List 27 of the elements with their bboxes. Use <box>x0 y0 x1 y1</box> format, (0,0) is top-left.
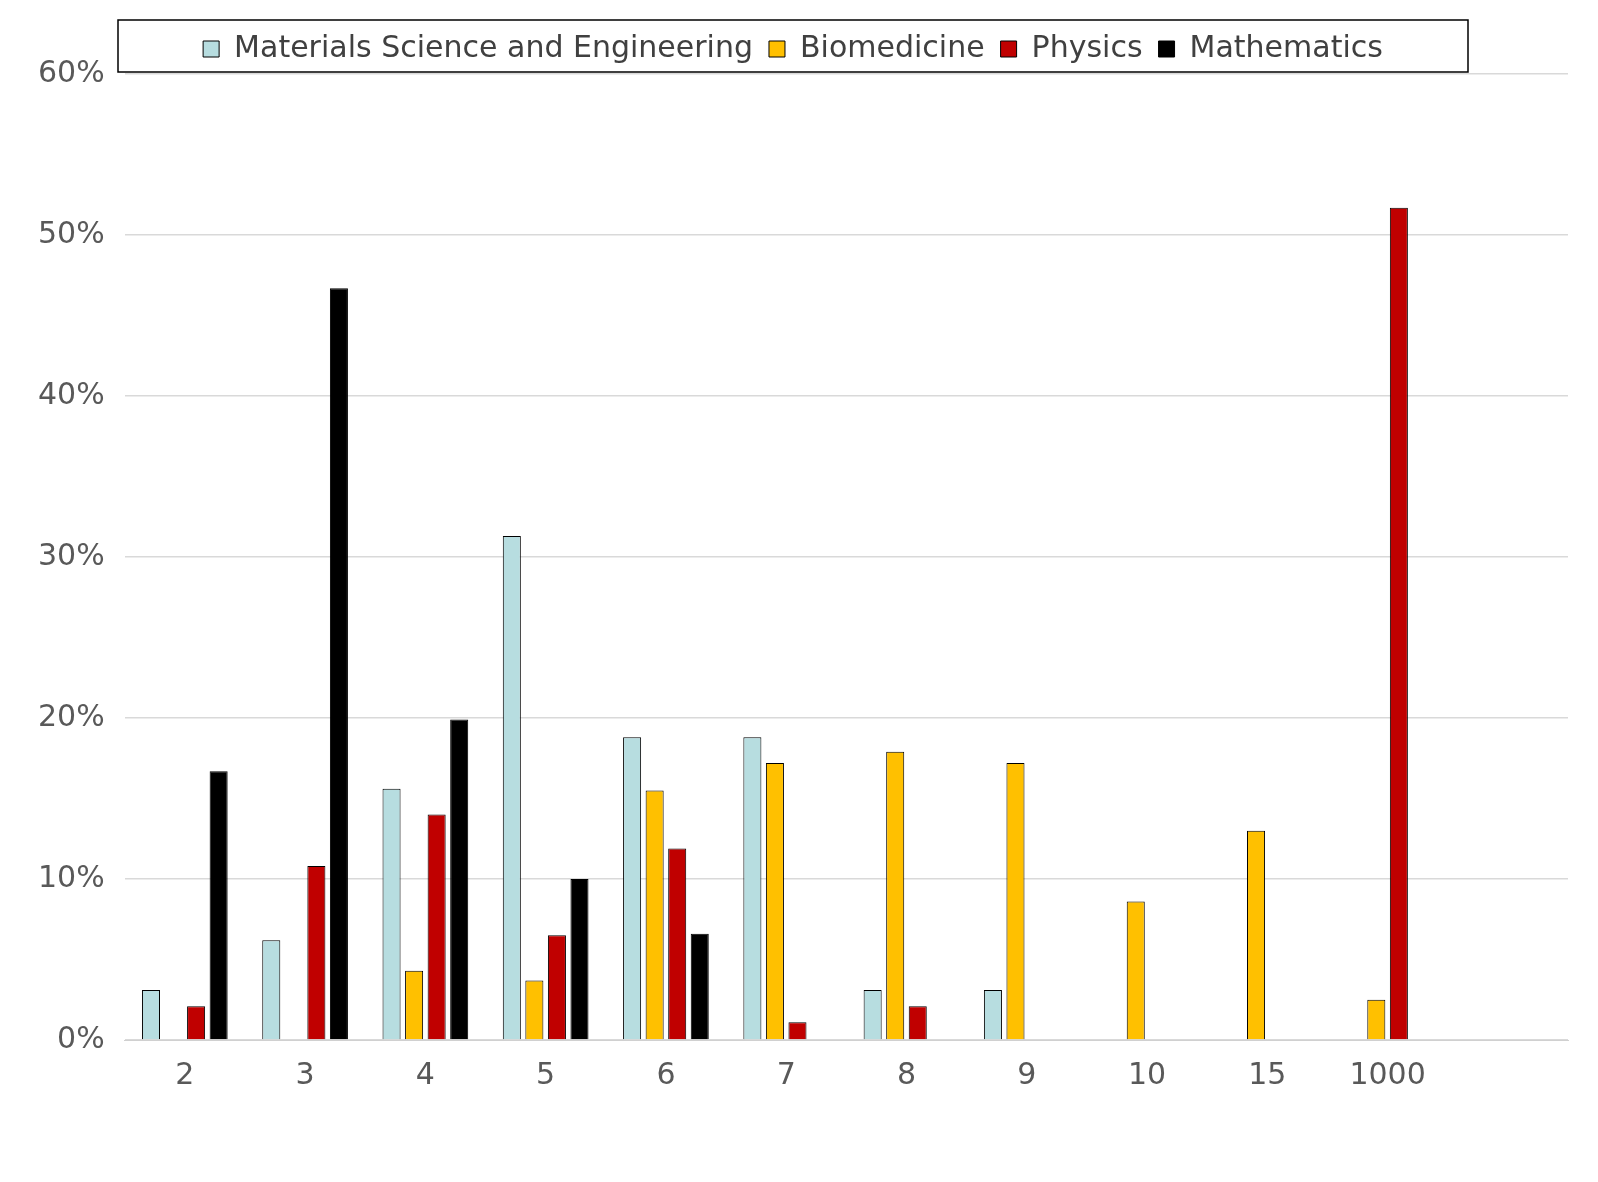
bar <box>690 933 709 1040</box>
x-tick-label: 8 <box>896 1055 917 1091</box>
x-tick-label: 15 <box>1248 1055 1287 1091</box>
y-tick-label: 10% <box>37 858 105 894</box>
y-tick-label: 60% <box>37 53 105 89</box>
bar <box>329 288 348 1040</box>
x-tick-label: 7 <box>776 1055 796 1091</box>
legend-label: Biomedicine <box>799 28 985 64</box>
x-tick-label: 9 <box>1017 1055 1037 1091</box>
x-tick-label: 10 <box>1127 1055 1167 1091</box>
x-tick-label: 2 <box>175 1055 195 1091</box>
y-tick-label: 50% <box>37 214 105 250</box>
y-tick-label: 30% <box>37 536 105 572</box>
x-tick-label: 5 <box>536 1055 556 1091</box>
legend-label: Materials Science and Engineering <box>234 28 753 64</box>
y-tick-label: 0% <box>57 1019 105 1055</box>
x-tick-label: 4 <box>415 1055 435 1091</box>
x-tick-label: 1000 <box>1349 1055 1426 1091</box>
y-tick-label: 40% <box>37 375 105 411</box>
bar <box>570 879 589 1040</box>
x-tick-label: 6 <box>656 1055 676 1091</box>
y-tick-label: 20% <box>37 697 105 733</box>
legend-label: Physics <box>1031 28 1143 64</box>
bar <box>450 719 469 1040</box>
bar <box>209 771 228 1040</box>
x-tick-label: 3 <box>295 1055 315 1091</box>
legend-label: Mathematics <box>1189 28 1383 64</box>
